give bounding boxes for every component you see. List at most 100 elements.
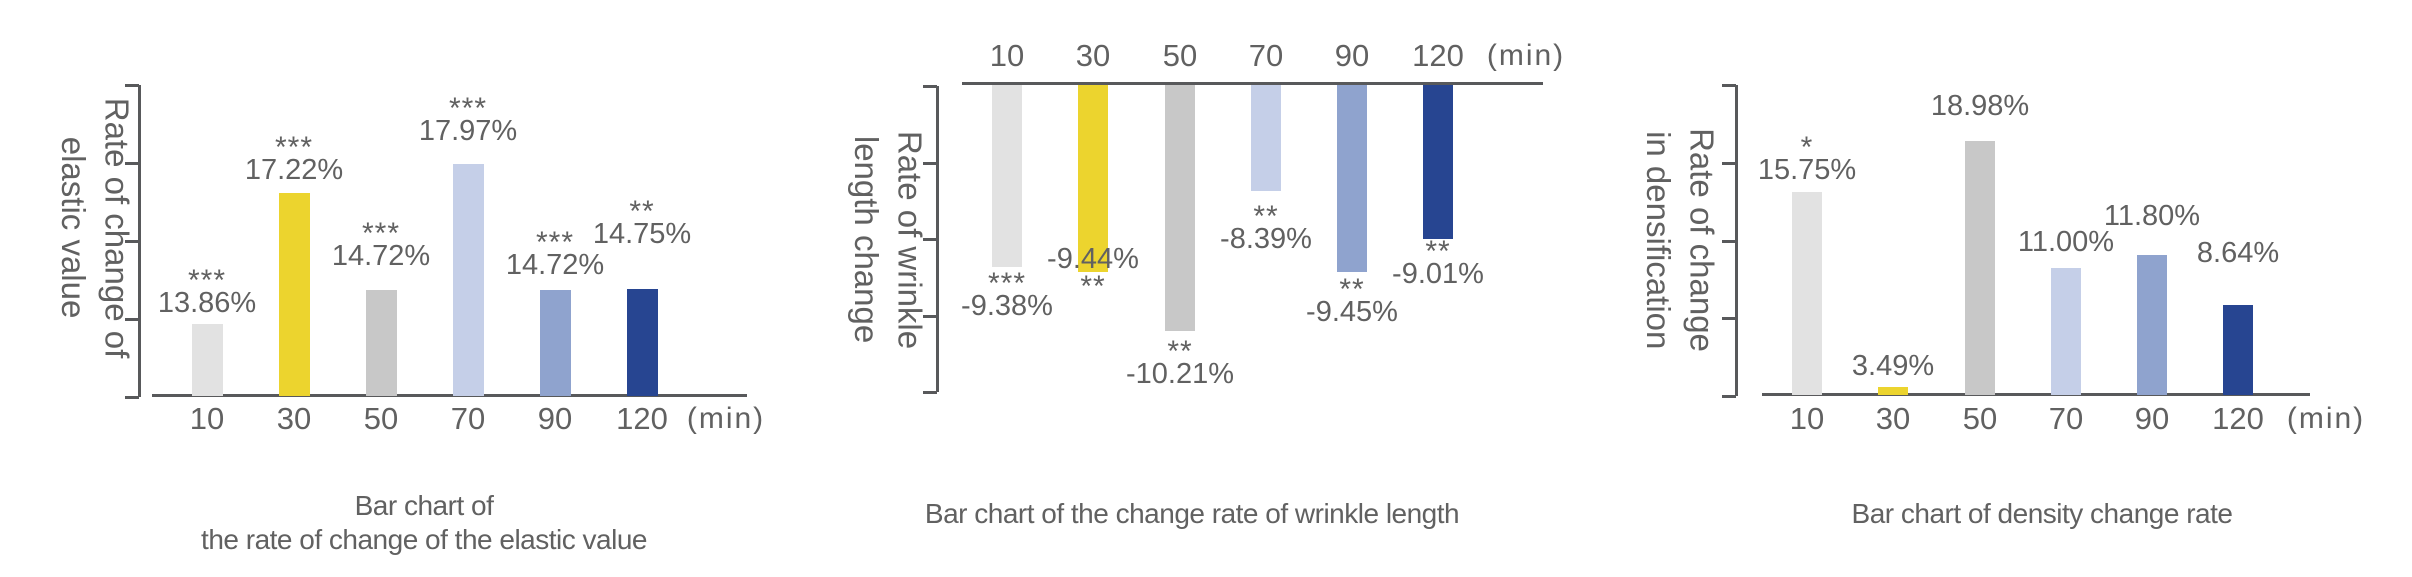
densification-bar-30min: [1878, 387, 1908, 395]
elastic-value-bar-10min: [191, 324, 223, 396]
wrinkle-length-value-label-70min: -8.39%: [1220, 223, 1312, 255]
wrinkle-length-value-label-120min: -9.01%: [1392, 258, 1484, 290]
densification-value-label-10min: 15.75%: [1757, 154, 1857, 186]
wrinkle-length-y-axis-line: [936, 86, 939, 392]
densification-y-axis-label-line: in densification: [1640, 130, 1677, 350]
elastic-value-value-label-10min: 13.86%: [157, 287, 257, 319]
wrinkle-length-significance-50min: **: [1167, 335, 1193, 368]
wrinkle-length-significance-70min: **: [1253, 200, 1279, 233]
wrinkle-length-y-axis-label-line: Rate of wrinkle: [891, 130, 929, 350]
elastic-value-annotation-50min: *** 14.72%: [331, 217, 431, 272]
densification-y-axis-label-line: Rate of change: [1683, 128, 1721, 352]
wrinkle-length-value-label-30min: -9.44%: [1047, 243, 1139, 275]
wrinkle-length-significance-30min: **: [1080, 270, 1106, 303]
densification-x-tick-30: 30: [1875, 401, 1911, 436]
densification-x-tick-50: 50: [1962, 401, 1998, 436]
densification-x-tick-90: 90: [2134, 401, 2170, 436]
densification-value-label-50min: 18.98%: [1930, 90, 2030, 122]
elastic-value-bar-90min: [539, 290, 571, 396]
wrinkle-length-x-tick-120: 120: [1412, 38, 1464, 73]
wrinkle-length-bar-30min: [1078, 85, 1108, 272]
elastic-value-x-axis-line: [152, 394, 747, 397]
elastic-value-significance-90min: ***: [535, 226, 575, 259]
wrinkle-length-y-axis-tick: [923, 238, 937, 241]
densification-x-axis-unit: (min): [2286, 402, 2366, 435]
wrinkle-length-value-label-10min: -9.38%: [961, 290, 1053, 322]
elastic-value-value-label-90min: 14.72%: [505, 249, 605, 281]
elastic-value-value-label-120min: 14.75%: [592, 218, 692, 250]
densification-bar-90min: [2137, 255, 2167, 395]
wrinkle-length-bar-70min: [1251, 85, 1281, 191]
densification-x-tick-120: 120: [2212, 401, 2264, 436]
elastic-value-value-label-50min: 14.72%: [331, 240, 431, 272]
densification-value-label-70min: 11.00%: [2017, 226, 2115, 258]
densification-title-line-1: Bar chart of density change rate: [1851, 498, 2233, 529]
elastic-value-annotation-90min: *** 14.72%: [505, 226, 605, 281]
elastic-value-y-axis-label-line: elastic value: [55, 137, 92, 319]
elastic-value-annotation-120min: ** 14.75%: [592, 195, 692, 250]
elastic-value-title-line-2: the rate of change of the elastic value: [201, 524, 647, 555]
elastic-value-y-axis-label-line: Rate of change of: [98, 97, 136, 359]
wrinkle-length-bar-120min: [1423, 85, 1453, 239]
elastic-value-x-tick-50: 50: [363, 401, 399, 436]
elastic-value-y-axis-tick: [125, 396, 139, 399]
elastic-value-annotation-10min: *** 13.86%: [157, 264, 257, 319]
elastic-value-y-axis-line: [138, 85, 141, 397]
elastic-value-bar-120min: [626, 289, 658, 396]
elastic-value-bar-30min: [278, 193, 310, 396]
elastic-value-y-axis-tick: [125, 318, 139, 321]
wrinkle-length-bar-10min: [992, 85, 1022, 267]
densification-bar-10min: [1792, 192, 1822, 395]
elastic-value-x-tick-10: 10: [189, 401, 225, 436]
densification-bar-120min: [2223, 305, 2253, 395]
elastic-value-bar-50min: [365, 290, 397, 396]
densification-annotation-70min: 11.00%: [2018, 227, 2114, 258]
densification-bar-70min: [2051, 268, 2081, 395]
elastic-value-significance-70min: ***: [448, 92, 488, 125]
wrinkle-length-annotation-50min: ** -10.21%: [1125, 335, 1235, 390]
wrinkle-length-x-axis-line: [962, 82, 1543, 85]
densification-annotation-90min: 11.80%: [2104, 201, 2200, 232]
elastic-value-annotation-30min: *** 17.22%: [244, 131, 344, 186]
wrinkle-length-y-axis-tick: [923, 391, 937, 394]
elastic-value-annotation-70min: *** 17.97%: [418, 92, 518, 147]
wrinkle-length-title-line-1: Bar chart of the change rate of wrinkle …: [924, 498, 1460, 529]
densification-y-axis-tick: [1722, 395, 1736, 398]
densification-x-axis-line: [1762, 393, 2310, 396]
wrinkle-length-x-tick-90: 90: [1334, 38, 1370, 73]
elastic-value-significance-30min: ***: [274, 131, 314, 164]
wrinkle-length-y-axis-label-line: length change: [848, 136, 885, 344]
elastic-value-title-line-1: Bar chart of: [354, 490, 494, 521]
elastic-value-y-axis-tick: [125, 162, 139, 165]
elastic-value-x-tick-70: 70: [450, 401, 486, 436]
densification-annotation-50min: 18.98%: [1931, 91, 2029, 122]
elastic-value-y-axis-tick: [125, 240, 139, 243]
densification-annotation-120min: 8.64%: [2197, 238, 2279, 269]
densification-bar-50min: [1965, 141, 1995, 395]
densification-annotation-30min: 3.49%: [1852, 351, 1934, 382]
wrinkle-length-x-axis-unit: (min): [1486, 39, 1566, 72]
elastic-value-x-tick-30: 30: [276, 401, 312, 436]
elastic-value-significance-50min: ***: [361, 217, 401, 250]
elastic-value-value-label-30min: 17.22%: [244, 154, 344, 186]
wrinkle-length-y-axis-tick: [923, 85, 937, 88]
wrinkle-length-bar-90min: [1337, 85, 1367, 272]
elastic-value-significance-120min: **: [629, 195, 655, 228]
wrinkle-length-significance-90min: **: [1339, 273, 1365, 306]
densification-y-axis-tick: [1722, 84, 1736, 87]
wrinkle-length-y-axis-tick: [923, 315, 937, 318]
wrinkle-length-annotation-10min: *** -9.38%: [961, 269, 1053, 322]
wrinkle-length-x-tick-50: 50: [1162, 38, 1198, 73]
wrinkle-length-value-label-50min: -10.21%: [1125, 358, 1235, 390]
elastic-value-x-axis-unit: (min): [686, 402, 766, 435]
densification-x-tick-10: 10: [1789, 401, 1825, 436]
wrinkle-length-annotation-90min: ** -9.45%: [1306, 273, 1398, 328]
elastic-value-y-axis-tick: [125, 84, 139, 87]
elastic-value-value-label-70min: 17.97%: [418, 115, 518, 147]
wrinkle-length-y-axis-tick: [923, 162, 937, 165]
densification-y-axis-tick: [1722, 240, 1736, 243]
elastic-value-significance-10min: ***: [187, 264, 227, 297]
wrinkle-length-y-axis-label: Rate of wrinkle length change: [844, 131, 931, 349]
densification-y-axis-tick: [1722, 162, 1736, 165]
